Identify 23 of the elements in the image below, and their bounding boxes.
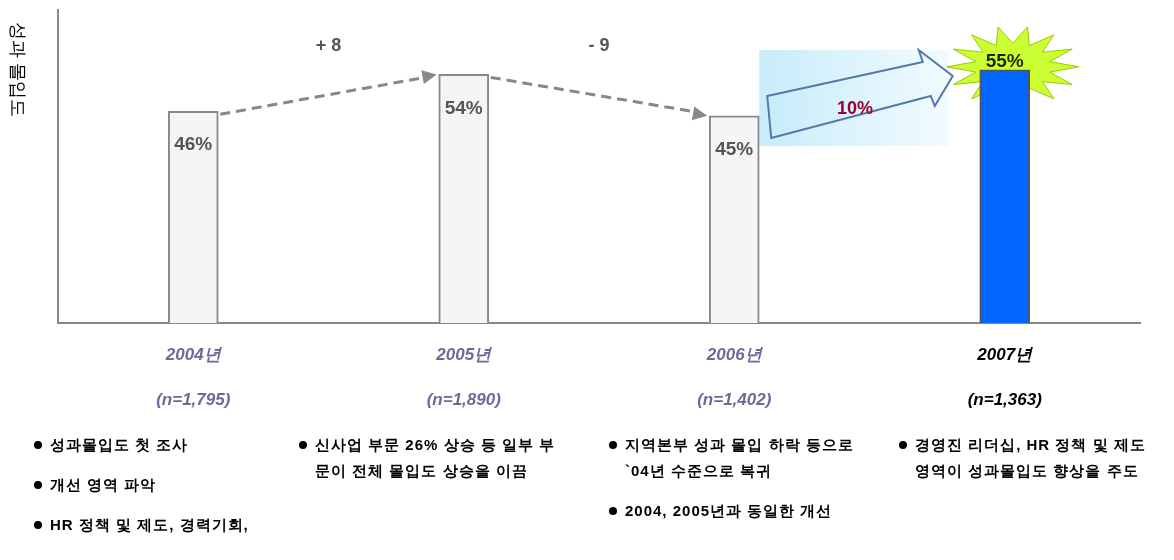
text: 2004, 2005년과 동일한 개선 (625, 502, 833, 519)
data-label: 46% (174, 133, 213, 155)
y-axis-title: 성과 몰입도 (7, 22, 29, 119)
text: 지역본부 성과 몰입 하락 등으로 `04년 수준으로 복귀 (625, 436, 854, 479)
text: 경영진 리더십, HR 정책 및 제도 영역이 성과몰입도 향상을 주도 (915, 436, 1146, 479)
text: (n=1,890) (426, 390, 501, 410)
text: (n=1,795) (156, 390, 231, 410)
annotation: 10% (836, 97, 874, 119)
data-label: 54% (444, 96, 483, 118)
text: 성과몰입도 첫 조사 (50, 436, 189, 453)
x-tick-label: 2004년 (164, 344, 222, 364)
x-tick-label: 2006년 (705, 344, 763, 364)
text: (n=1,402) (697, 390, 772, 410)
data-label: 55% (985, 50, 1024, 72)
text: (n=1,363) (967, 390, 1042, 410)
text: 신사업 부문 26% 상승 등 일부 부문이 전체 몰입도 상승을 이끔 (315, 436, 556, 479)
text: HR 정책 및 제도, 경력기회, (50, 516, 249, 533)
annotation: + 8 (315, 34, 342, 56)
x-tick-label: 2007년 (976, 344, 1034, 364)
x-tick-label: 2005년 (435, 344, 493, 364)
annotation: - 9 (588, 34, 610, 56)
text: 개선 영역 파악 (50, 476, 157, 493)
data-label: 45% (715, 138, 754, 160)
